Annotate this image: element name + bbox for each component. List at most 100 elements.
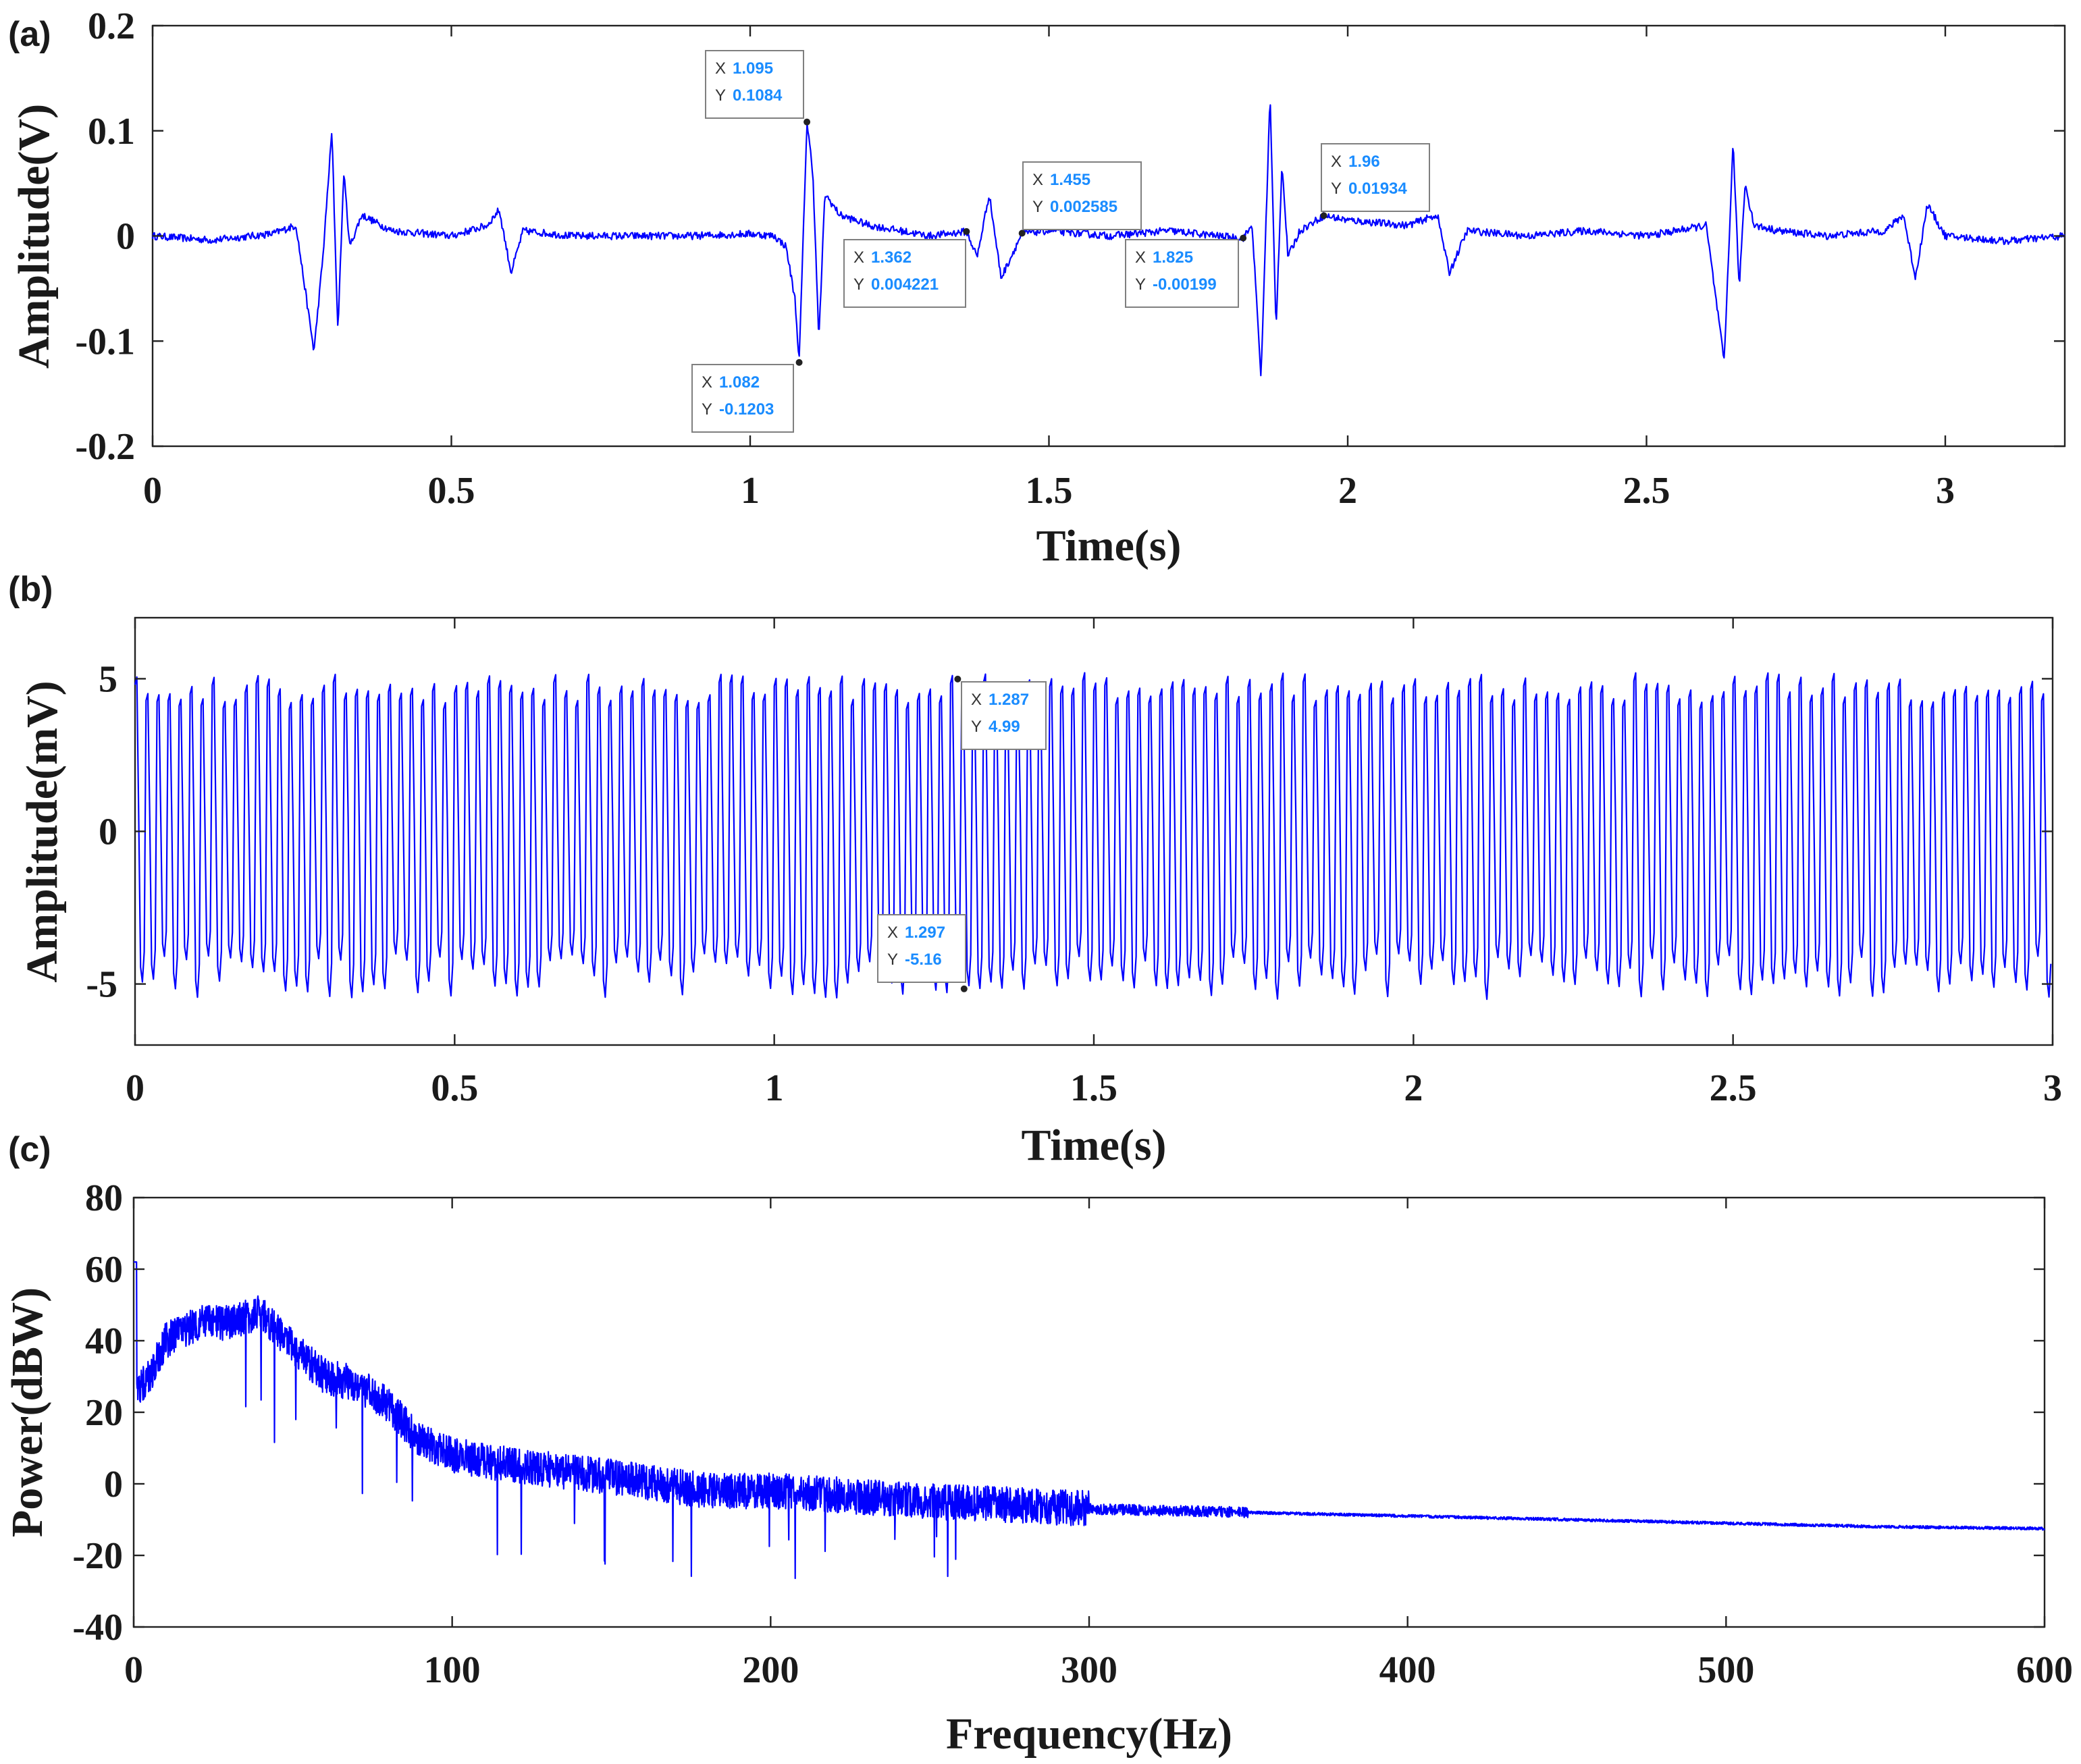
datatip-y-key: Y bbox=[715, 86, 726, 105]
y-tick-label-a: -0.2 bbox=[75, 426, 135, 468]
y-tick-label-b: -5 bbox=[86, 964, 117, 1006]
y-tick-label-c: -20 bbox=[72, 1535, 123, 1577]
y-tick-label-a: 0 bbox=[116, 216, 135, 258]
x-tick-label-c: 500 bbox=[1697, 1649, 1754, 1691]
datatip-marker bbox=[1018, 230, 1026, 237]
datatip-y-value: 4.99 bbox=[989, 718, 1020, 736]
datatip-x-key: X bbox=[971, 691, 982, 709]
y-axis-title-c: Power(dBW) bbox=[3, 1287, 52, 1537]
datatip-x-value: 1.082 bbox=[719, 373, 760, 392]
datatip-y-key: Y bbox=[702, 400, 712, 419]
x-axis-title-a: Time(s) bbox=[1036, 521, 1181, 570]
power-spectrum-line bbox=[133, 1261, 2046, 1580]
signal-line-a bbox=[151, 104, 2065, 377]
y-tick-label-b: 5 bbox=[99, 658, 117, 700]
datatip-x-value: 1.287 bbox=[989, 691, 1029, 709]
y-tick-label-a: 0.2 bbox=[88, 5, 135, 47]
datatip-y-value: 0.002585 bbox=[1050, 198, 1117, 216]
x-tick-label-a: 2.5 bbox=[1623, 470, 1670, 512]
y-axis-title-b: Amplitude(mV) bbox=[18, 680, 67, 982]
datatip-x-key: X bbox=[887, 924, 898, 942]
datatip-x-value: 1.095 bbox=[733, 59, 773, 78]
panel-label-b: (b) bbox=[8, 570, 53, 609]
datatip-box[interactable] bbox=[691, 364, 794, 433]
datatip-y-value: -0.1203 bbox=[719, 400, 774, 419]
panel-label-c: (c) bbox=[8, 1130, 51, 1169]
datatip-y-key: Y bbox=[1331, 180, 1342, 198]
datatip-box[interactable] bbox=[877, 914, 966, 983]
y-axis-title-a: Amplitude(V) bbox=[9, 104, 59, 369]
panel-label-a: (a) bbox=[8, 15, 51, 54]
x-tick-label-c: 400 bbox=[1379, 1649, 1436, 1691]
x-tick-label-b: 3 bbox=[2043, 1067, 2062, 1109]
datatip-y-value: 0.004221 bbox=[871, 275, 939, 294]
x-axis-title-c: Frequency(Hz) bbox=[946, 1709, 1232, 1759]
plot-area-c bbox=[132, 1196, 2046, 1628]
datatip-y-key: Y bbox=[971, 718, 982, 736]
x-tick-label-b: 0 bbox=[126, 1067, 144, 1109]
datatip-y-value: -0.00199 bbox=[1153, 275, 1217, 294]
datatip-x-value: 1.825 bbox=[1153, 248, 1193, 267]
datatip-x-value: 1.455 bbox=[1050, 171, 1090, 189]
x-tick-label-a: 1.5 bbox=[1026, 470, 1073, 512]
datatip-x-value: 1.96 bbox=[1348, 153, 1380, 171]
x-tick-label-a: 0.5 bbox=[428, 470, 475, 512]
datatip-box[interactable] bbox=[705, 50, 804, 119]
datatip-x-value: 1.297 bbox=[905, 924, 945, 942]
datatip-box[interactable] bbox=[1321, 143, 1430, 212]
x-tick-label-b: 1 bbox=[765, 1067, 784, 1109]
x-tick-label-c: 100 bbox=[424, 1649, 481, 1691]
x-tick-label-a: 1 bbox=[741, 470, 760, 512]
chart-panel-c: (c) 0 100 200 300 400 500 600 -40-20020406080 … bbox=[3, 1130, 2073, 1759]
x-tick-label-a: 2 bbox=[1338, 470, 1357, 512]
datatip-x-value: 1.362 bbox=[871, 248, 912, 267]
x-tick-label-c: 300 bbox=[1061, 1649, 1117, 1691]
x-tick-label-c: 0 bbox=[124, 1649, 143, 1691]
x-tick-label-c: 200 bbox=[742, 1649, 799, 1691]
y-tick-label-c: 20 bbox=[85, 1392, 123, 1434]
y-tick-label-b: 0 bbox=[99, 811, 117, 853]
signal-line-b bbox=[134, 672, 2052, 1000]
y-tick-label-c: -40 bbox=[72, 1607, 123, 1649]
chart-panel-a: (a) 0 0.5 1 1.5 2 2.5 3 -0.2 -0.1 0 0.1 0.2 X 1.095… bbox=[8, 5, 2066, 570]
x-tick-label-b: 2.5 bbox=[1710, 1067, 1757, 1109]
datatip-box[interactable] bbox=[843, 239, 966, 308]
y-tick-label-c: 40 bbox=[85, 1320, 123, 1362]
datatip-marker bbox=[804, 118, 811, 126]
y-tick-label-c: 80 bbox=[85, 1177, 123, 1219]
datatip-y-key: Y bbox=[1032, 198, 1043, 216]
x-tick-label-b: 2 bbox=[1404, 1067, 1423, 1109]
datatip-y-key: Y bbox=[887, 951, 898, 969]
x-tick-label-b: 0.5 bbox=[431, 1067, 478, 1109]
x-axis-title-b: Time(s) bbox=[1021, 1121, 1166, 1170]
y-tick-label-a: -0.1 bbox=[75, 321, 135, 363]
y-tick-label-c: 60 bbox=[85, 1249, 123, 1291]
datatip-box[interactable] bbox=[961, 681, 1047, 750]
datatip-x-key: X bbox=[1135, 248, 1146, 267]
datatip-y-value: 0.1084 bbox=[733, 86, 783, 105]
datatip-marker bbox=[954, 675, 962, 683]
x-tick-label-a: 0 bbox=[143, 470, 162, 512]
x-tick-label-b: 1.5 bbox=[1070, 1067, 1117, 1109]
datatip-marker bbox=[960, 985, 968, 992]
datatip-marker bbox=[1320, 212, 1327, 219]
chart-panel-b: (b) 0 0.5 1 1.5 2 2.5 3 -5 0 5 X 1.287 Y 4.99 X 1.297… bbox=[8, 570, 2062, 1170]
datatip-x-key: X bbox=[1032, 171, 1043, 189]
datatip-x-key: X bbox=[1331, 153, 1342, 171]
datatip-marker bbox=[963, 228, 970, 235]
datatip-marker bbox=[1240, 234, 1247, 242]
datatip-y-value: 0.01934 bbox=[1348, 180, 1407, 198]
datatip-x-key: X bbox=[702, 373, 712, 392]
datatip-box[interactable] bbox=[1125, 239, 1239, 308]
datatip-box[interactable] bbox=[1022, 161, 1142, 230]
y-tick-label-c: 0 bbox=[104, 1464, 123, 1505]
datatip-y-value: -5.16 bbox=[905, 951, 942, 969]
datatip-y-key: Y bbox=[853, 275, 864, 294]
y-tick-label-a: 0.1 bbox=[88, 111, 135, 153]
datatip-marker bbox=[795, 358, 803, 366]
datatip-y-key: Y bbox=[1135, 275, 1146, 294]
datatip-x-key: X bbox=[853, 248, 864, 267]
x-tick-label-c: 600 bbox=[2016, 1649, 2073, 1691]
x-tick-label-a: 3 bbox=[1936, 470, 1955, 512]
